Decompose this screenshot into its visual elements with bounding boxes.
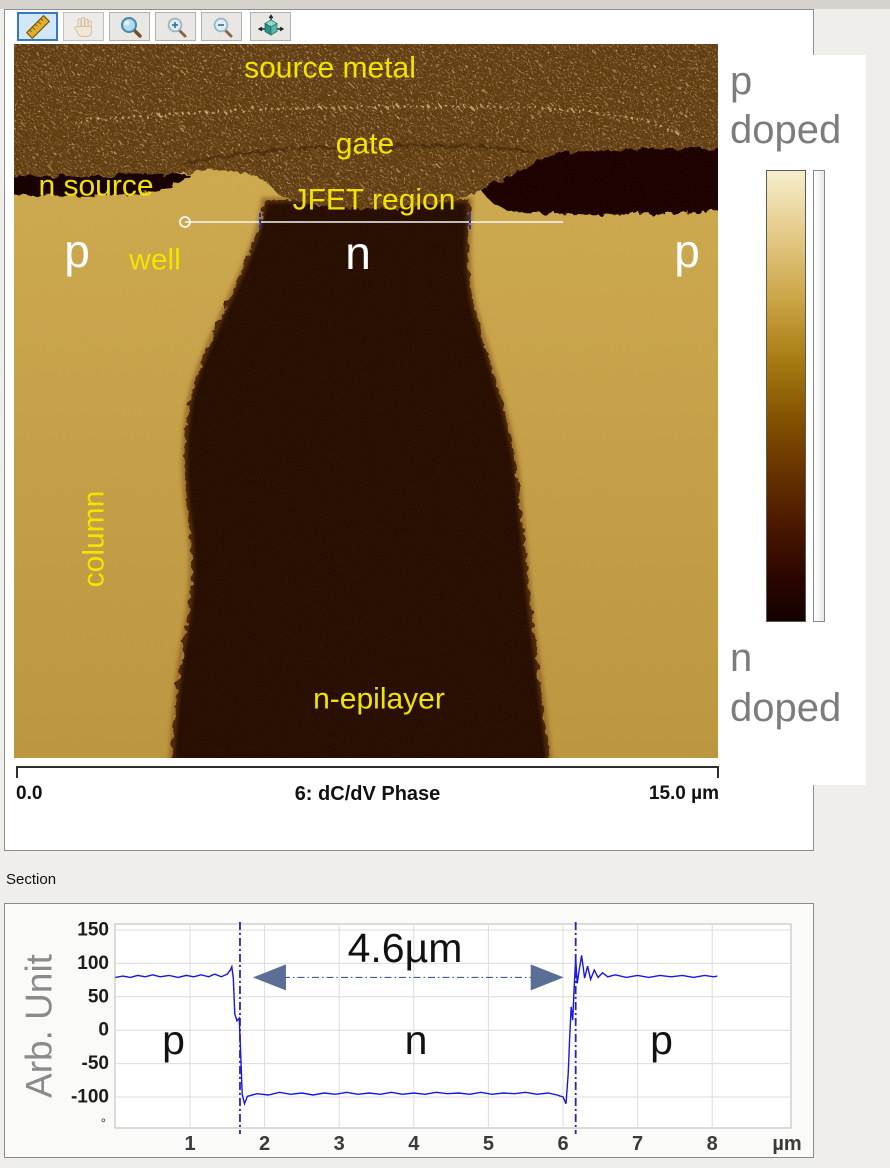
- y-tick-label: 100: [77, 953, 109, 974]
- region-label-1: p: [162, 1017, 185, 1063]
- image-label-2: n source: [38, 170, 153, 203]
- colorbar-top-label-doped: doped: [730, 108, 842, 152]
- x-tick-label: 2: [259, 1133, 270, 1155]
- y-tick-label: -100: [71, 1087, 109, 1108]
- y-tick-label: -50: [82, 1053, 109, 1074]
- colorbar-panel: p doped n doped: [726, 55, 866, 785]
- scalebar-max-value: 15.0 µm: [648, 783, 719, 804]
- scalebar-line: [16, 766, 719, 768]
- scalebar-min-value: 0.0: [16, 783, 43, 804]
- measure-tool-button[interactable]: [17, 12, 58, 41]
- colorbar-gradient: [766, 170, 806, 622]
- image-label-1: gate: [336, 128, 394, 161]
- zoom-out-button[interactable]: [201, 12, 242, 41]
- y-tick-label: 150: [77, 920, 109, 941]
- section-panel-title: Section: [6, 871, 57, 888]
- image-label-6: n: [345, 227, 371, 279]
- hand-icon: [73, 16, 92, 37]
- colorbar-bottom-label-doped: doped: [730, 686, 842, 730]
- image-label-9: n-epilayer: [313, 683, 445, 716]
- x-tick-label: 4: [408, 1133, 420, 1155]
- window-top-strip: [0, 0, 890, 9]
- image-label-4: well: [128, 244, 181, 277]
- image-label-7: p: [674, 225, 700, 277]
- region-label-2: n: [405, 1017, 428, 1063]
- colorbar-bottom-label-n: n: [730, 636, 753, 680]
- image-label-0: source metal: [244, 52, 416, 85]
- ruler-icon: [25, 14, 50, 39]
- x-tick-label: 3: [334, 1133, 345, 1155]
- measurement-line[interactable]: [179, 213, 563, 231]
- magnifier-plus-icon: [167, 17, 186, 37]
- magnifier-minus-icon: [213, 17, 232, 37]
- image-label-5: p: [64, 225, 90, 277]
- x-tick-label: 5: [483, 1133, 494, 1155]
- region-label-3: p: [650, 1017, 673, 1063]
- measure-line-start-handle[interactable]: [179, 216, 191, 228]
- scm-image-canvas[interactable]: source metal gate n source JFET region well p…: [14, 44, 718, 758]
- zoom-tool-button[interactable]: [109, 12, 150, 41]
- right-arrowhead-icon: [530, 964, 564, 991]
- section-profile-chart: 4.6µm p n p 150 100 50 0 -50 -100 1 2 3 4 5 6 7 8 µm ° Arb. …: [19, 920, 802, 1156]
- image-grain-overlay: [14, 44, 718, 758]
- magnifier-icon: [120, 16, 142, 38]
- scalebar-right-tick: [717, 766, 719, 778]
- scalebar-left-tick: [16, 766, 18, 778]
- y-tick-label: 50: [88, 986, 109, 1007]
- y-tick-label: 0: [98, 1020, 109, 1041]
- pan-tool-button[interactable]: [63, 12, 104, 41]
- image-label-8: column: [78, 491, 111, 588]
- image-label-3: JFET region: [293, 184, 456, 217]
- measurement-value-label: 4.6µm: [348, 925, 463, 971]
- zoom-in-button[interactable]: [155, 12, 196, 41]
- profile-line: [115, 955, 718, 1107]
- image-annotations: source metal gate n source JFET region well p…: [38, 52, 699, 716]
- x-tick-label: 6: [557, 1133, 568, 1155]
- x-tick-label: 1: [184, 1133, 195, 1155]
- y-axis-unit-symbol: °: [101, 1116, 106, 1131]
- colorbar-top-label-p: p: [730, 59, 753, 103]
- y-axis-title: Arb. Unit: [19, 953, 60, 1098]
- axis-cube-icon: [257, 13, 284, 36]
- x-tick-label: 7: [632, 1133, 643, 1155]
- x-axis-unit-label: µm: [772, 1133, 801, 1155]
- left-arrowhead-icon: [252, 964, 286, 991]
- channel-title: 6: dC/dV Phase: [294, 783, 441, 805]
- colorbar-slider-track[interactable]: [813, 170, 825, 622]
- x-tick-label: 8: [707, 1133, 718, 1155]
- section-panel: 4.6µm p n p 150 100 50 0 -50 -100 1 2 3 4 5 6 7 8 µm ° Arb. …: [4, 903, 814, 1158]
- axis-tool-button[interactable]: [250, 12, 291, 41]
